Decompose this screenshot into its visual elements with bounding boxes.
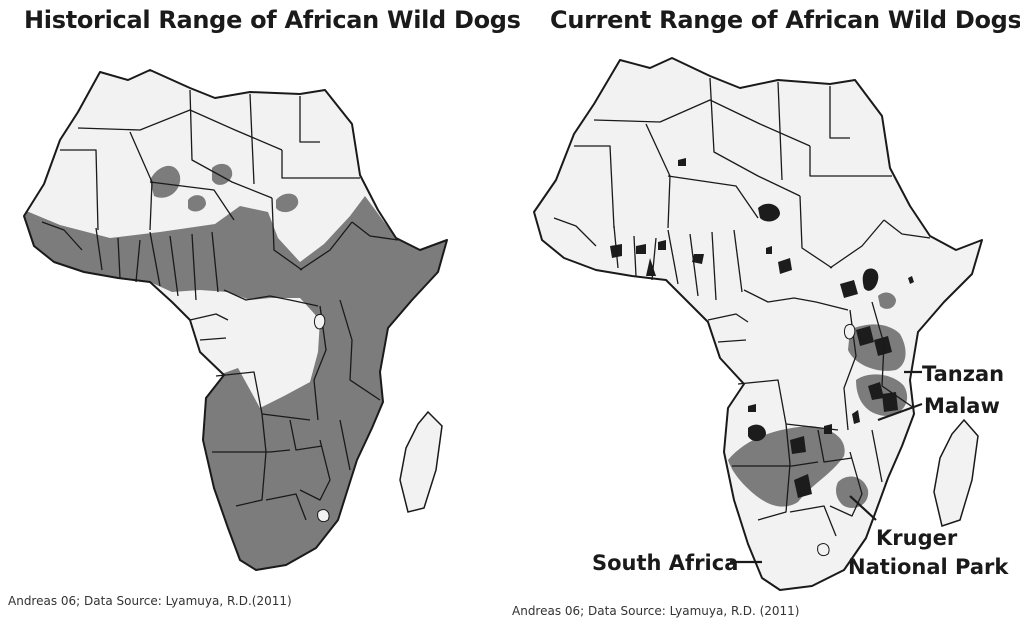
label-tanzania: Tanzan [922,362,1004,386]
range-patch [276,193,299,213]
range-kruger-area [836,476,869,509]
historical-map-title: Historical Range of African Wild Dogs [24,6,521,34]
historical-source-credit: Andreas 06; Data Source: Lyamuya, R.D.(2… [8,594,292,608]
range-patch [188,195,206,212]
country-borders [41,89,399,521]
madagascar [399,410,443,513]
lake-victoria [843,324,856,340]
label-south-africa: South Africa [592,551,738,575]
lesotho-enclave [817,543,830,557]
historical-range-area [24,196,447,570]
label-kruger-line1: Kruger [876,526,958,550]
range-kenya [878,292,896,309]
historical-range-panel: Historical Range of African Wild Dogs [8,6,521,608]
label-malawi: Malaw [924,394,1000,418]
lesotho-enclave [317,509,330,523]
africa-coastline [23,69,448,571]
current-source-credit: Andreas 06; Data Source: Lyamuya, R.D. (… [512,604,800,618]
current-range-map: Tanzan Malaw Kruger National Park South … [533,57,1009,591]
label-kruger-line2: National Park [848,555,1009,579]
present-populations [610,158,914,498]
africa-landmass [534,58,982,590]
current-range-panel: Current Range of African Wild Dogs [510,0,1020,641]
range-patch [150,165,181,198]
historical-range-map [23,69,448,571]
madagascar [933,418,979,527]
callout-lines [730,370,923,564]
lake-victoria [313,314,326,330]
africa-coastline [533,57,983,591]
country-borders [553,77,931,537]
current-map-title: Current Range of African Wild Dogs [550,6,1020,34]
